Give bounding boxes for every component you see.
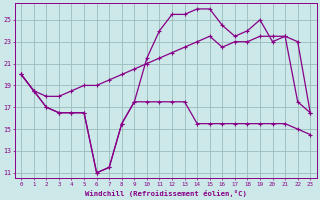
X-axis label: Windchill (Refroidissement éolien,°C): Windchill (Refroidissement éolien,°C) <box>85 190 247 197</box>
